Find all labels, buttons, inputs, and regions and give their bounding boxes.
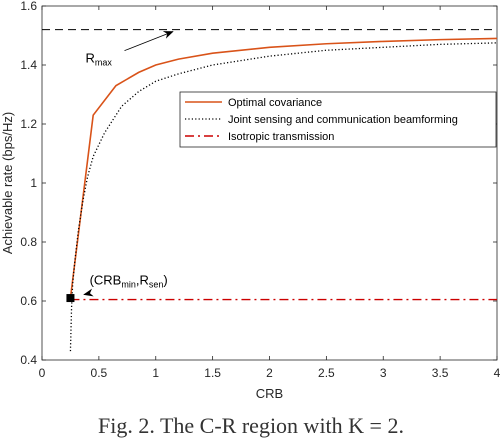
annotation-layer: Rmax (CRBmin,Rsen) <box>83 31 174 297</box>
y-tick-label: 1.2 <box>20 117 37 131</box>
x-axis-label: CRB <box>256 386 283 401</box>
crb-arrow <box>83 288 94 297</box>
y-tick-label: 1.4 <box>20 58 37 72</box>
x-tick-label: 3 <box>380 366 387 380</box>
y-axis-label: Achievable rate (bps/Hz) <box>0 112 15 254</box>
x-tick-label: 4 <box>494 366 501 380</box>
legend-label-0: Optimal covariance <box>228 97 322 109</box>
x-tick-label: 0.5 <box>91 366 108 380</box>
y-tick-label: 0.4 <box>20 353 37 367</box>
legend-label-2: Isotropic transmission <box>228 131 334 143</box>
x-tick-label: 1 <box>152 366 159 380</box>
x-tick-label: 1.5 <box>204 366 221 380</box>
ticks-layer: 0 0.5 1 1.5 2 2.5 3 3.5 4 0.4 0.6 0.8 1 1.2 1.4 1.6 <box>20 0 500 380</box>
x-tick-label: 0 <box>39 366 46 380</box>
x-tick-label: 2 <box>266 366 273 380</box>
y-tick-label: 1 <box>30 176 37 190</box>
y-tick-label: 0.8 <box>20 235 37 249</box>
y-tick-label: 0.6 <box>20 294 37 308</box>
legend-label-1: Joint sensing and communication beamform… <box>228 114 458 126</box>
y-tick-label: 1.6 <box>20 0 37 13</box>
rmax-arrow <box>124 31 174 51</box>
series-layer <box>42 29 498 352</box>
chart: Rmax (CRBmin,Rsen) 0 0.5 1 1.5 2 2.5 3 3.5 4 0.4 0.… <box>0 0 501 401</box>
plot-area <box>41 5 498 361</box>
series-line-0 <box>69 37 498 299</box>
x-tick-label: 2.5 <box>318 366 335 380</box>
legend: Optimal covariance Joint sensing and comm… <box>179 91 497 148</box>
crb-annotation-label: (CRBmin,Rsen) <box>90 272 168 289</box>
rmax-annotation-label: Rmax <box>86 51 113 68</box>
x-tick-label: 3.5 <box>432 366 449 380</box>
figure-caption: Fig. 2. The C-R region with K = 2. <box>98 413 404 438</box>
legend-box <box>179 91 497 148</box>
crb-min-marker <box>66 294 75 303</box>
